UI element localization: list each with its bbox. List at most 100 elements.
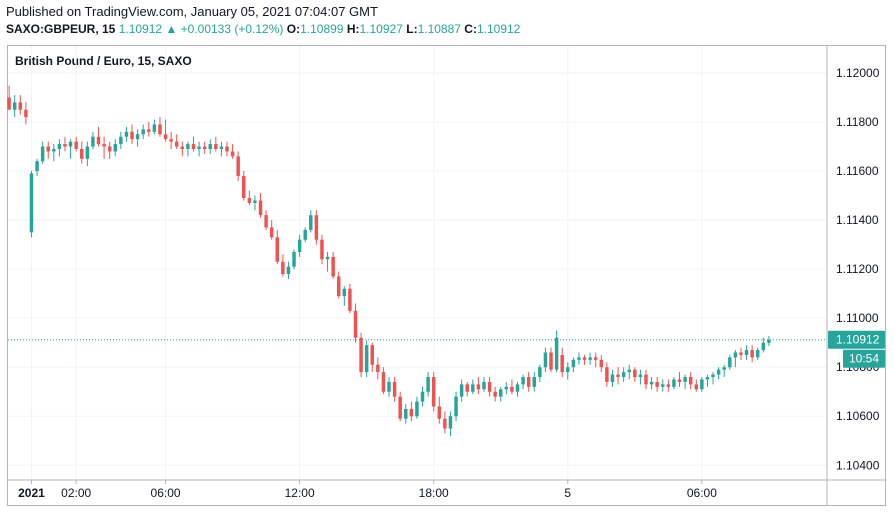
candle-body bbox=[91, 136, 95, 147]
candle-body bbox=[739, 352, 743, 355]
candle-body bbox=[269, 227, 274, 238]
candle-body bbox=[482, 381, 486, 390]
candle-body bbox=[197, 146, 201, 149]
candle-body bbox=[381, 372, 386, 392]
candle-body bbox=[420, 391, 425, 402]
price-tick-label: 1.11000 bbox=[836, 311, 879, 325]
candle-body bbox=[359, 337, 363, 373]
candle-body bbox=[225, 146, 229, 152]
candle-body bbox=[186, 144, 190, 149]
time-tick-label: 06:00 bbox=[687, 486, 717, 500]
candle-body bbox=[12, 102, 17, 110]
candle-body bbox=[549, 352, 553, 370]
candle-body bbox=[728, 357, 732, 368]
candle-body bbox=[297, 239, 302, 252]
candle-body bbox=[96, 136, 101, 145]
candle-body bbox=[593, 357, 598, 360]
candle-body bbox=[521, 377, 525, 385]
candle-body bbox=[398, 396, 402, 419]
candle-body bbox=[409, 408, 414, 417]
candle-body bbox=[331, 256, 335, 277]
candle-body bbox=[208, 144, 212, 149]
candle-body bbox=[672, 379, 676, 387]
candle-body bbox=[214, 144, 218, 149]
candle-body bbox=[610, 374, 615, 382]
candle-body bbox=[750, 350, 754, 358]
candle-body bbox=[705, 377, 710, 380]
candle-body bbox=[74, 141, 78, 149]
candle-body bbox=[303, 229, 307, 240]
candle-body bbox=[57, 144, 62, 149]
candle-body bbox=[448, 416, 453, 429]
ohlc-header: SAXO:GBPEUR, 15 1.10912 ▲ +0.00133 (+0.1… bbox=[6, 22, 520, 36]
open-label: O: bbox=[286, 22, 301, 36]
candle-body bbox=[443, 418, 447, 429]
candle-body bbox=[336, 276, 341, 297]
candle-body bbox=[119, 136, 123, 145]
candle-body bbox=[46, 146, 50, 152]
time-tick-label: 02:00 bbox=[61, 486, 91, 500]
candle-body bbox=[7, 97, 11, 110]
change-value: ▲ +0.00133 (+0.12%) bbox=[165, 22, 284, 36]
last-price-badge bbox=[828, 330, 885, 349]
candle-body bbox=[426, 377, 430, 392]
high-label: H: bbox=[346, 22, 360, 36]
candle-body bbox=[370, 345, 374, 365]
candle-body bbox=[431, 377, 436, 407]
candle-body bbox=[543, 352, 548, 368]
candle-body bbox=[677, 379, 682, 382]
price-tick-label: 1.11600 bbox=[836, 164, 879, 178]
candle-body bbox=[141, 129, 145, 135]
candle-body bbox=[247, 198, 252, 203]
candle-body bbox=[404, 408, 408, 419]
candle-body bbox=[688, 377, 693, 385]
candle-body bbox=[638, 374, 643, 378]
candle-body bbox=[655, 381, 659, 387]
candle-body bbox=[163, 134, 168, 140]
candle-body bbox=[722, 367, 726, 370]
candle-body bbox=[644, 374, 648, 385]
candle-body bbox=[275, 237, 280, 262]
candle-body bbox=[169, 139, 173, 142]
time-tick-label: 06:00 bbox=[151, 486, 181, 500]
candle-body bbox=[325, 256, 330, 260]
candle-body bbox=[85, 146, 90, 159]
candle-body bbox=[526, 377, 531, 387]
price-tick-label: 1.12000 bbox=[836, 66, 880, 80]
candle-body bbox=[387, 381, 391, 392]
price-tick-label: 1.11400 bbox=[836, 213, 879, 227]
candle-body bbox=[571, 359, 576, 368]
candle-body bbox=[281, 261, 285, 275]
candle-body bbox=[621, 372, 626, 378]
candle-body bbox=[107, 146, 112, 152]
candle-body bbox=[264, 215, 268, 228]
candle-body bbox=[191, 144, 196, 149]
candle-body bbox=[230, 151, 235, 157]
candle-body bbox=[202, 146, 207, 149]
candle-body bbox=[633, 369, 637, 378]
candle-body bbox=[29, 173, 34, 233]
candle-body bbox=[52, 148, 56, 152]
candle-body bbox=[152, 124, 157, 132]
candle-body bbox=[353, 310, 358, 338]
candle-body bbox=[538, 367, 542, 378]
candle-body bbox=[18, 102, 23, 110]
candle-body bbox=[700, 379, 704, 390]
time-tick-label: 5 bbox=[564, 486, 571, 500]
time-tick-label: 18:00 bbox=[419, 486, 449, 500]
price-tick-label: 1.10600 bbox=[836, 409, 880, 423]
candle-body bbox=[292, 251, 296, 267]
price-tick-label: 1.11800 bbox=[836, 115, 879, 129]
candle-body bbox=[711, 374, 715, 378]
candle-body bbox=[493, 391, 497, 397]
candle-body bbox=[683, 377, 687, 382]
candle-body bbox=[286, 266, 291, 275]
candle-body bbox=[588, 357, 592, 360]
candle-body bbox=[24, 109, 28, 118]
candle-body bbox=[320, 239, 324, 260]
candle-body bbox=[158, 124, 162, 135]
candle-body bbox=[487, 381, 492, 392]
candle-body bbox=[767, 339, 771, 343]
high-value: 1.10927 bbox=[359, 22, 403, 36]
